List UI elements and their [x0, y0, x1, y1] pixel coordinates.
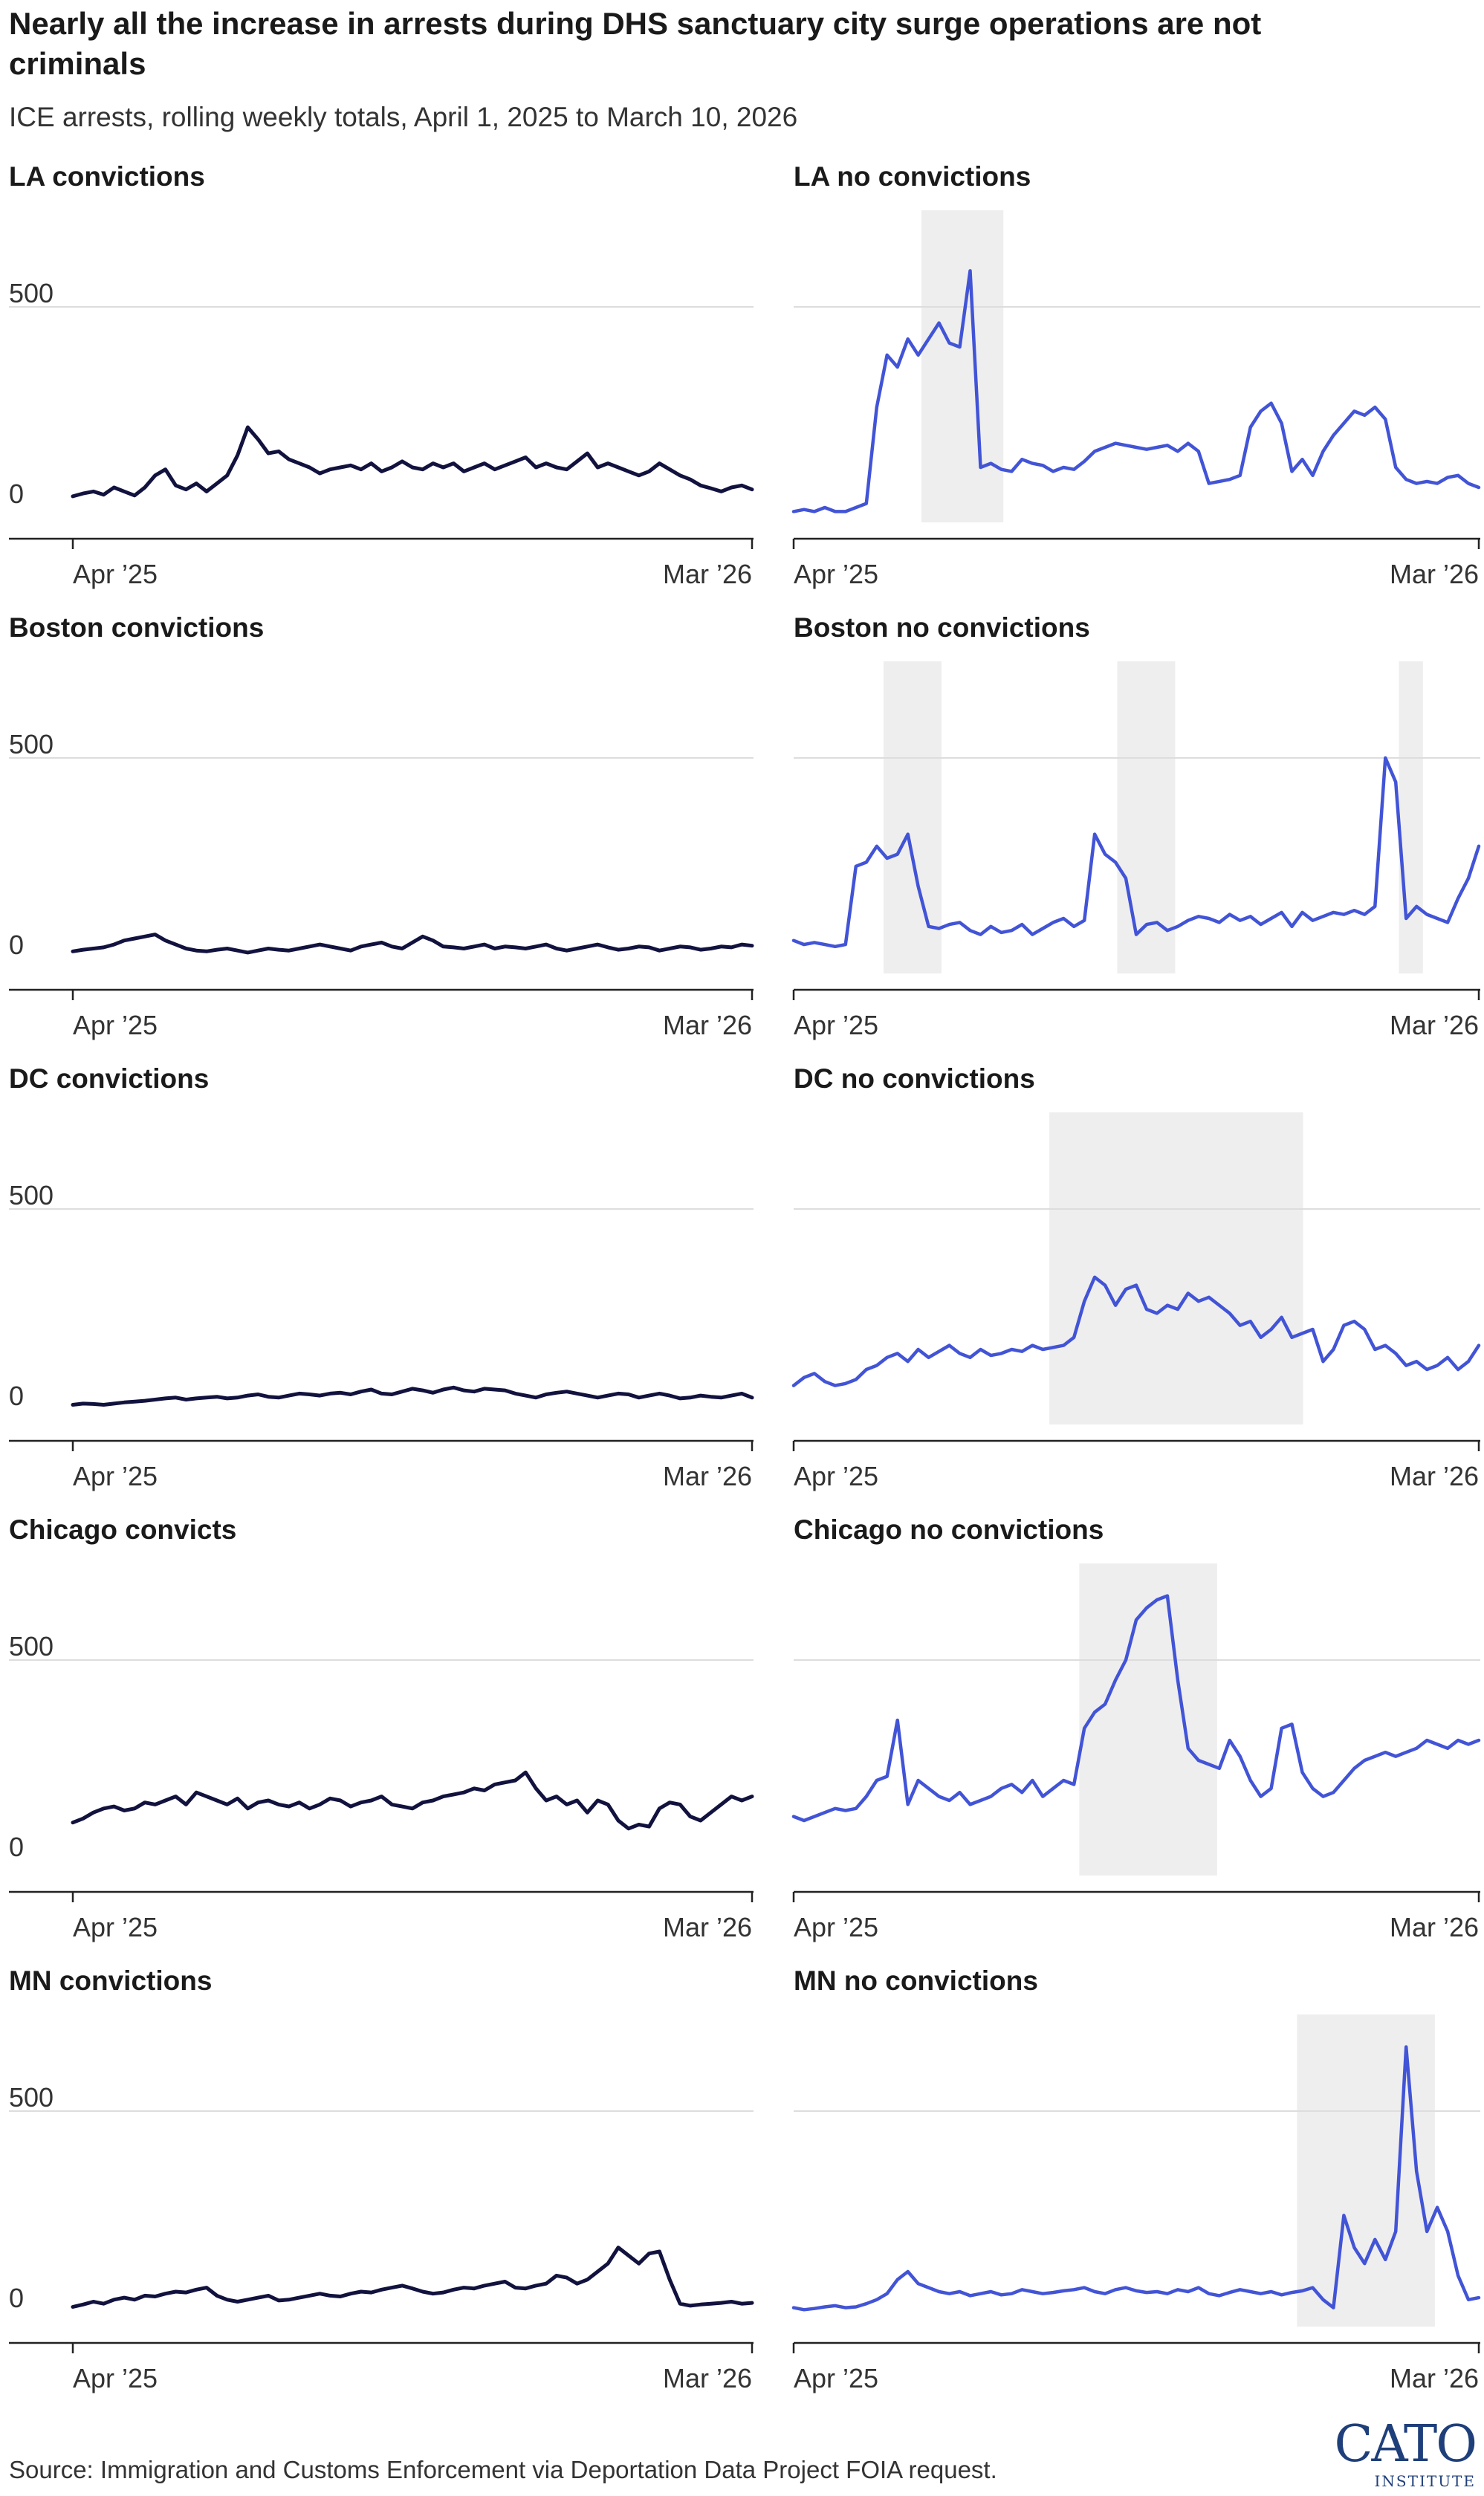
- surge-highlight-band: [1049, 1112, 1303, 1424]
- panel-title: DC no convictions: [794, 1063, 1035, 1094]
- panel-title: Chicago no convictions: [794, 1514, 1104, 1545]
- y-tick-label: 0: [9, 1832, 24, 1862]
- x-tick-label: Mar ’26: [663, 1912, 752, 1942]
- panel-title: MN no convictions: [794, 1965, 1038, 1996]
- series-line: [71, 1770, 754, 1831]
- y-tick-label: 0: [9, 479, 24, 509]
- series-line: [791, 756, 1481, 949]
- panel-7: Chicago convicts 0 500 Apr ’25 Mar ’26: [9, 1514, 754, 1942]
- surge-highlight-band: [883, 661, 942, 973]
- panel-title: LA convictions: [9, 161, 205, 192]
- x-tick-label: Mar ’26: [1390, 2363, 1479, 2393]
- panel-2: LA no convictions Apr ’25 Mar ’26: [791, 161, 1481, 589]
- panel-9: MN convictions 0 500 Apr ’25 Mar ’26: [9, 1965, 754, 2393]
- x-tick-label: Mar ’26: [663, 1461, 752, 1491]
- x-tick-label: Mar ’26: [1390, 1010, 1479, 1040]
- x-tick-label: Apr ’25: [73, 559, 158, 589]
- series-line: [791, 1594, 1481, 1823]
- panel-3: Boston convictions 0 500 Apr ’25 Mar ’26: [9, 612, 754, 1040]
- x-tick-label: Apr ’25: [73, 1461, 158, 1491]
- y-tick-label: 500: [9, 1631, 54, 1662]
- surge-highlight-band: [1079, 1563, 1217, 1876]
- panel-1: LA convictions 0 500 Apr ’25 Mar ’26: [9, 161, 754, 589]
- y-tick-label: 500: [9, 278, 54, 308]
- x-tick-label: Mar ’26: [663, 1010, 752, 1040]
- chart-title-line-2: criminals: [9, 46, 146, 81]
- series-line: [791, 2045, 1481, 2312]
- y-tick-label: 500: [9, 1180, 54, 1210]
- x-tick-label: Mar ’26: [663, 559, 752, 589]
- series-line: [71, 933, 754, 955]
- panel-10: MN no convictions Apr ’25 Mar ’26: [791, 1965, 1481, 2393]
- logo-subtext: INSTITUTE: [1375, 2472, 1476, 2490]
- panel-title: MN convictions: [9, 1965, 212, 1996]
- surge-highlight-band: [1297, 2014, 1435, 2327]
- chart-subtitle: ICE arrests, rolling weekly totals, Apri…: [9, 102, 797, 132]
- logo-wordmark: CATO: [1334, 2415, 1476, 2474]
- x-tick-label: Apr ’25: [794, 559, 878, 589]
- x-tick-label: Apr ’25: [794, 2363, 878, 2393]
- series-line: [791, 1275, 1481, 1387]
- panel-title: Boston convictions: [9, 612, 264, 643]
- panel-4: Boston no convictions Apr ’25 Mar ’26: [791, 612, 1481, 1040]
- y-tick-label: 0: [9, 2283, 24, 2313]
- x-tick-label: Apr ’25: [794, 1461, 878, 1491]
- source-note: Source: Immigration and Customs Enforcem…: [9, 2456, 997, 2483]
- series-line: [71, 425, 754, 499]
- panel-5: DC convictions 0 500 Apr ’25 Mar ’26: [9, 1063, 754, 1491]
- series-line: [71, 1385, 754, 1407]
- panel-8: Chicago no convictions Apr ’25 Mar ’26: [791, 1514, 1481, 1942]
- x-tick-label: Apr ’25: [73, 2363, 158, 2393]
- panel-title: DC convictions: [9, 1063, 209, 1094]
- y-tick-label: 500: [9, 2082, 54, 2113]
- panel-title: LA no convictions: [794, 161, 1031, 192]
- series-line: [71, 2246, 754, 2309]
- y-tick-label: 0: [9, 930, 24, 960]
- panel-title: Boston no convictions: [794, 612, 1090, 643]
- y-tick-label: 500: [9, 729, 54, 759]
- chart-title-line-1: Nearly all the increase in arrests durin…: [9, 6, 1261, 41]
- x-tick-label: Apr ’25: [73, 1010, 158, 1040]
- surge-highlight-band: [921, 210, 1004, 522]
- x-tick-label: Mar ’26: [1390, 559, 1479, 589]
- x-tick-label: Apr ’25: [73, 1912, 158, 1942]
- y-tick-label: 0: [9, 1381, 24, 1411]
- series-line: [791, 269, 1481, 513]
- x-tick-label: Mar ’26: [1390, 1912, 1479, 1942]
- x-tick-label: Mar ’26: [663, 2363, 752, 2393]
- x-tick-label: Apr ’25: [794, 1912, 878, 1942]
- cato-logo: CATO INSTITUTE: [1334, 2415, 1477, 2490]
- panel-6: DC no convictions Apr ’25 Mar ’26: [791, 1063, 1481, 1491]
- x-tick-label: Mar ’26: [1390, 1461, 1479, 1491]
- surge-highlight-band: [1117, 661, 1176, 973]
- surge-highlight-band: [1399, 661, 1423, 973]
- x-tick-label: Apr ’25: [794, 1010, 878, 1040]
- panel-title: Chicago convicts: [9, 1514, 236, 1545]
